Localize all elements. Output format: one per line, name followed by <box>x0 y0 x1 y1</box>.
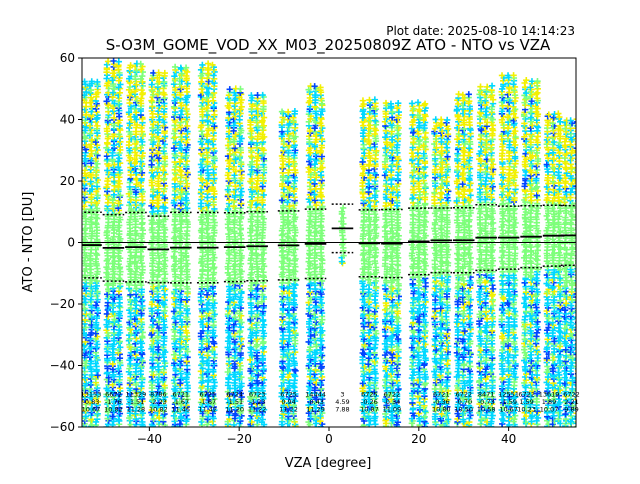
data-point <box>415 99 421 105</box>
data-point <box>365 307 371 313</box>
data-point <box>178 168 184 174</box>
data-point <box>372 96 378 102</box>
data-point <box>409 363 415 369</box>
data-point <box>372 178 378 184</box>
data-point <box>82 199 88 205</box>
data-point <box>127 249 133 255</box>
data-point <box>104 61 110 67</box>
data-point <box>204 84 210 90</box>
data-point <box>199 128 205 134</box>
data-point <box>139 263 145 269</box>
data-point <box>292 368 298 374</box>
data-point <box>313 105 319 111</box>
data-point <box>139 297 145 303</box>
plot-clipped <box>80 58 582 431</box>
data-point <box>312 424 318 430</box>
data-point <box>225 375 231 381</box>
plot-area: 13153-0.8310.676672-1.7610.8211329-1.511… <box>80 58 582 431</box>
data-point <box>279 164 285 170</box>
data-point <box>360 97 366 103</box>
data-point <box>339 224 345 230</box>
data-point <box>373 355 379 361</box>
data-point <box>422 408 428 414</box>
data-point <box>105 58 111 64</box>
data-point <box>409 425 415 431</box>
data-point <box>318 186 324 192</box>
data-point <box>137 166 143 172</box>
data-point <box>360 365 366 371</box>
data-point <box>111 137 117 143</box>
data-point <box>204 75 210 81</box>
data-point <box>237 86 243 92</box>
data-point <box>205 60 211 66</box>
data-point <box>227 86 233 92</box>
data-point <box>184 111 190 117</box>
data-point <box>184 358 190 364</box>
data-point <box>306 266 312 272</box>
data-point <box>340 205 346 211</box>
data-point <box>260 339 266 345</box>
data-point <box>88 266 94 272</box>
data-point <box>184 158 190 164</box>
data-point <box>198 419 204 425</box>
data-point <box>198 86 204 92</box>
data-point <box>171 81 177 87</box>
data-point <box>172 134 178 140</box>
data-point <box>340 236 346 242</box>
